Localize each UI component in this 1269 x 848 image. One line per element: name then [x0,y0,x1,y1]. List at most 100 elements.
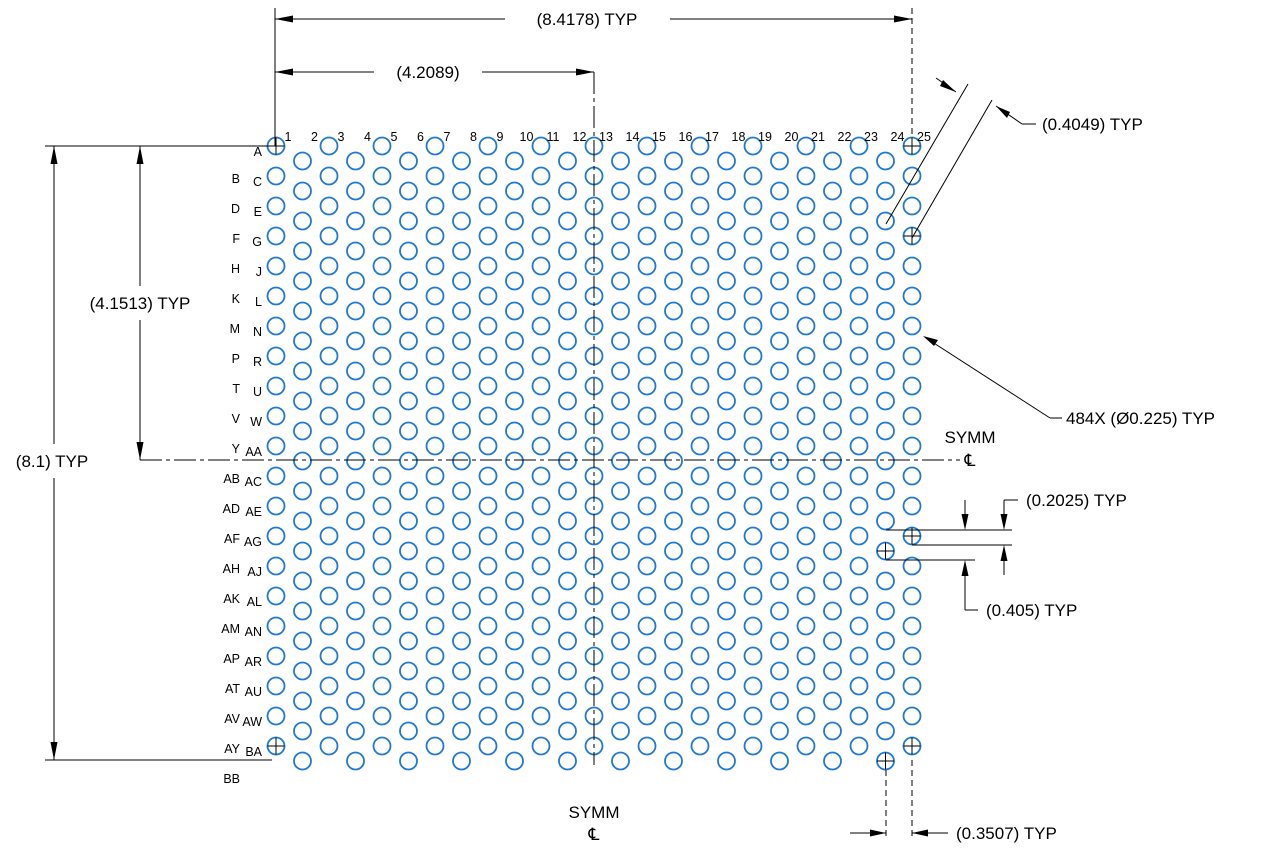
pad-AD6 [399,481,418,501]
pad-N7 [425,316,445,336]
pad-AU19 [743,676,763,696]
pad-N15 [637,316,657,336]
pad-AE1 [266,496,286,516]
pad-BB18 [717,751,736,771]
pad-AF22 [823,511,842,531]
pad-AB24 [876,451,895,471]
pad-W9 [478,406,498,426]
column-label: 21 [811,130,825,144]
pad-AU9 [478,676,498,696]
pad-P2 [293,331,312,351]
pad-AF16 [664,511,683,531]
pad-AA23 [849,436,869,456]
pad-B10 [505,151,524,171]
pad-AF18 [717,511,736,531]
pad-P6 [399,331,418,351]
pad-AF4 [346,511,365,531]
pad-AP6 [399,631,418,651]
pad-AD14 [611,481,630,501]
row-label: AK [223,592,240,606]
pad-W11 [531,406,551,426]
pad-E15 [637,196,657,216]
pad-Y22 [823,421,842,441]
pad-T20 [770,361,789,381]
pad-N9 [478,316,498,336]
pad-H24 [876,241,895,261]
pad-AV14 [611,691,630,711]
column-label: 13 [599,130,613,144]
pad-U5 [372,376,392,396]
column-label: 8 [470,130,477,144]
pad-E5 [372,196,392,216]
pad-Y4 [346,421,365,441]
row-label: P [232,352,240,366]
pad-BB20 [770,751,789,771]
pad-B20 [770,151,789,171]
pad-AU25 [902,676,922,696]
pad-W21 [796,406,816,426]
pad-AW17 [690,706,710,726]
pad-AV12 [558,691,577,711]
pad-AC15 [637,466,657,486]
pad-AG9 [478,526,498,546]
pad-L21 [796,286,816,306]
row-label: AB [223,472,240,486]
pad-J1 [266,256,286,276]
pad-AK4 [346,571,365,591]
pad-AP4 [346,631,365,651]
row-pitch-dimension: (0.4049) TYP [885,77,1143,239]
column-label: 12 [573,130,587,144]
pad-AV4 [346,691,365,711]
pad-H8 [452,241,471,261]
pad-A17 [690,136,710,156]
pad-A5 [372,136,392,156]
row-label: AT [225,682,240,696]
pad-AW23 [849,706,869,726]
pad-C3 [319,166,339,186]
pad-E9 [478,196,498,216]
pad-AA25 [902,436,922,456]
vertical-symmetry-marker: SYMM ℄ [569,803,620,844]
pad-AY10 [505,721,524,741]
row-label: W [250,415,262,429]
pad-C1 [266,166,286,186]
pad-AV16 [664,691,683,711]
pad-AU17 [690,676,710,696]
pad-BB6 [399,751,418,771]
pad-L3 [319,286,339,306]
pad-B24 [876,151,895,171]
pad-AC11 [531,466,551,486]
pad-M24 [876,301,895,321]
pad-AR3 [319,646,339,666]
pad-Y16 [664,421,683,441]
pad-BA17 [690,736,710,756]
pad-H10 [505,241,524,261]
pad-Y14 [611,421,630,441]
pad-AL21 [796,586,816,606]
pad-BB16 [664,751,683,771]
pad-A15 [637,136,657,156]
pad-R21 [796,346,816,366]
pad-AK6 [399,571,418,591]
pad-H16 [664,241,683,261]
pad-AB22 [823,451,842,471]
pad-BA3 [319,736,339,756]
pad-AE9 [478,496,498,516]
row-label: AW [242,715,262,729]
pad-B6 [399,151,418,171]
pad-AN21 [796,616,816,636]
row-label: C [253,175,262,189]
pad-AC1 [266,466,286,486]
pad-AA21 [796,436,816,456]
pad-AB12 [558,451,577,471]
pad-D20 [770,181,789,201]
pad-AR23 [849,646,869,666]
pad-C9 [478,166,498,186]
column-label: 16 [679,130,693,144]
column-label: 23 [864,130,878,144]
pad-AP16 [664,631,683,651]
pad-AC17 [690,466,710,486]
pad-L11 [531,286,551,306]
row-label: J [256,265,262,279]
column-label: 20 [785,130,799,144]
